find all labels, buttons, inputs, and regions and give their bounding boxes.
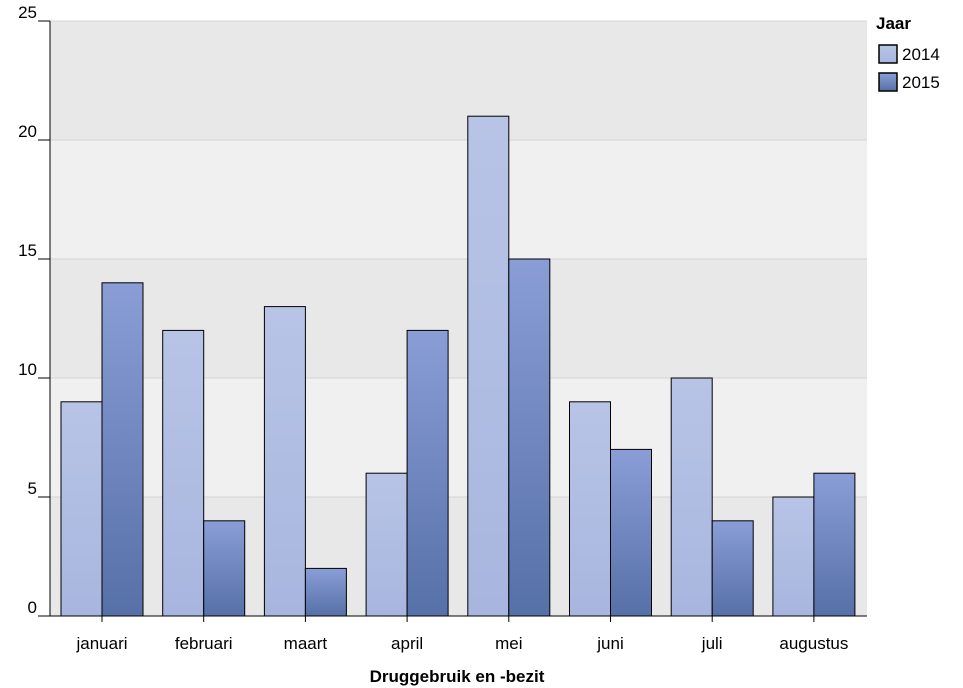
bar-2014-februari [162, 329, 205, 617]
x-tick-label: juli [701, 634, 723, 653]
bar-2014-juni [569, 401, 611, 617]
bar-2015-maart [304, 567, 347, 617]
legend-swatch-2014 [878, 44, 898, 64]
bar-2014-januari [60, 401, 103, 617]
x-tick-label: januari [75, 634, 127, 653]
bar-2015-juli [711, 520, 754, 617]
x-tick-label: februari [175, 634, 233, 653]
bar-2015-april [406, 329, 449, 617]
y-tick-label: 0 [28, 598, 37, 617]
y-tick-label: 5 [28, 479, 37, 498]
y-axis-ticks: 0 5 10 15 20 25 [18, 3, 50, 617]
x-tick-label: mei [495, 634, 522, 653]
x-tick-label: juni [596, 634, 623, 653]
axes [38, 21, 867, 617]
y-tick-label: 20 [18, 122, 37, 141]
bar-2015-augustus [813, 472, 856, 617]
bar-2015-mei [508, 258, 551, 617]
bar-2014-augustus [772, 496, 815, 617]
x-axis-title: Druggebruik en -bezit [370, 667, 545, 686]
legend-label-2014: 2014 [902, 45, 940, 64]
y-tick-label: 15 [18, 241, 37, 260]
bar-2014-maart [263, 306, 306, 617]
bar-2014-mei [467, 115, 510, 617]
legend: Jaar 2014 2015 [876, 14, 940, 92]
x-tick-label: maart [284, 634, 328, 653]
plot-band [50, 21, 867, 140]
bars [60, 115, 856, 617]
bar-2015-februari [203, 520, 246, 617]
bar-2015-juni [610, 448, 652, 617]
y-tick-label: 25 [18, 3, 37, 22]
x-tick-label: april [391, 634, 423, 653]
x-axis-ticks: januari februari maart april mei juni juli augu… [75, 616, 848, 653]
bar-2014-juli [670, 377, 713, 617]
bar-2014-april [365, 472, 408, 617]
plot-background [50, 21, 867, 616]
legend-title: Jaar [876, 14, 911, 33]
y-tick-label: 10 [18, 360, 37, 379]
legend-swatch-2015 [878, 72, 898, 92]
x-tick-label: augustus [779, 634, 848, 653]
legend-label-2015: 2015 [902, 73, 940, 92]
bar-2015-januari [101, 282, 144, 617]
plot-band [50, 140, 867, 259]
